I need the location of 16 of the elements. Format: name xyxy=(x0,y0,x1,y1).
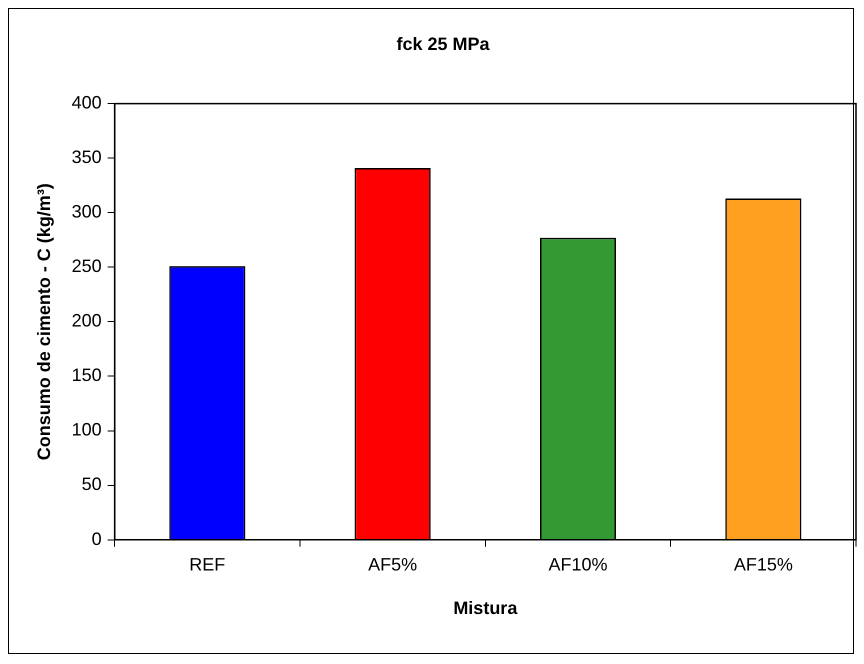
y-tick-label: 200 xyxy=(72,310,102,331)
x-tick-label: REF xyxy=(189,554,226,575)
x-tick-label: AF10% xyxy=(548,554,608,575)
y-axis-title: Consumo de cimento - C (kg/m³) xyxy=(34,183,54,460)
y-tick-label: 300 xyxy=(72,202,102,222)
x-tick-label: AF15% xyxy=(734,554,793,575)
y-tick-label: 50 xyxy=(82,474,102,494)
y-tick-label: 350 xyxy=(72,147,102,168)
y-tick-label: 250 xyxy=(72,256,102,276)
x-axis-title: Mistura xyxy=(453,598,518,618)
y-tick-label: 100 xyxy=(72,420,102,440)
x-tick-label: AF5% xyxy=(368,554,418,575)
y-tick-label: 400 xyxy=(72,92,102,113)
y-tick-label: 0 xyxy=(92,528,102,549)
chart-title: fck 25 MPa xyxy=(396,34,491,54)
y-tick-label: 150 xyxy=(72,365,102,386)
